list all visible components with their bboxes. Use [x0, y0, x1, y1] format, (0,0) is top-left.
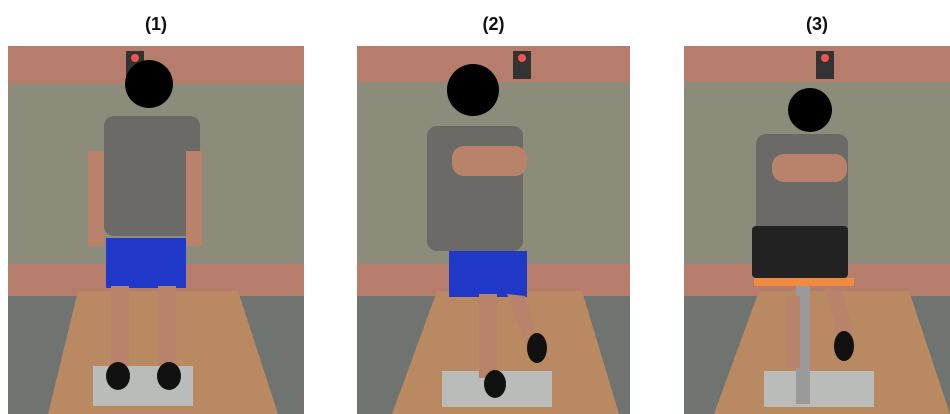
photo-panel-3: (3): [684, 0, 950, 414]
crossed-arms: [452, 146, 527, 176]
photo-panel-1: (1): [8, 0, 304, 414]
shirt: [427, 126, 523, 251]
shoe-right: [157, 362, 181, 390]
photo-svg-2: [357, 46, 630, 414]
panel-caption-3: (3): [806, 14, 828, 34]
panel-caption-1: (1): [145, 14, 167, 34]
face-mask: [447, 64, 499, 116]
leg-left: [111, 286, 129, 366]
panel-caption-2: (2): [482, 14, 505, 34]
photo-svg-1: [8, 46, 304, 414]
face-mask: [125, 60, 173, 108]
camera-light-icon: [821, 54, 829, 62]
standing-leg: [786, 296, 800, 368]
face-mask: [788, 88, 832, 132]
standing-leg: [479, 294, 497, 378]
leg-right: [158, 286, 176, 366]
crossed-arms: [772, 154, 847, 182]
camera-icon: [816, 51, 834, 79]
photo-standing-one-leg: [357, 46, 630, 414]
laptop-tray: [754, 278, 854, 286]
shorts: [106, 238, 186, 288]
raised-leg: [824, 288, 854, 336]
photo-standing-one-leg-with-laptop: [684, 46, 950, 414]
camera-icon: [513, 51, 531, 79]
arm-right: [186, 151, 202, 246]
photo-standing-both-legs: [8, 46, 304, 414]
shoe-standing: [484, 370, 506, 398]
camera-light-icon: [131, 54, 139, 62]
shorts: [449, 251, 527, 297]
arm-left: [88, 151, 104, 246]
camera-light-icon: [518, 54, 526, 62]
force-plate: [764, 371, 874, 407]
photo-panel-2: (2): [357, 0, 630, 414]
shirt: [104, 116, 200, 236]
shoe-left: [106, 362, 130, 390]
shoe-raised: [527, 333, 547, 363]
laptop: [752, 226, 848, 278]
photo-svg-3: [684, 46, 950, 414]
shoe-raised: [834, 331, 854, 361]
